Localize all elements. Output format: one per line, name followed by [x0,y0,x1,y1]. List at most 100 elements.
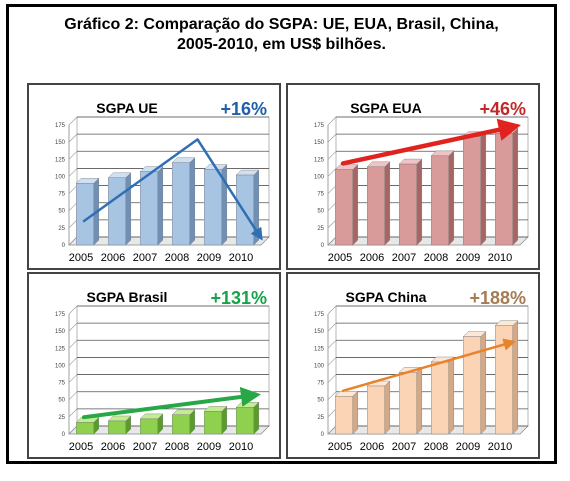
x-tick-label: 2010 [488,252,512,264]
y-tick-label: 75 [58,192,65,198]
x-tick-label: 2008 [424,252,448,264]
y-tick-label: 50 [317,398,324,404]
grid-diag [327,357,337,366]
y-tick-label: 75 [317,381,324,387]
x-tick-label: 2005 [328,441,352,453]
change-label: +131% [210,288,267,308]
grid-diag [68,408,78,418]
x-tick-label: 2007 [392,252,416,264]
bar-2009 [203,164,228,246]
x-tick-label: 2009 [456,441,480,453]
bar-2008 [430,356,455,435]
trend-arrow [82,138,263,241]
grid-diag [68,322,78,332]
chart-panel-china: 0 25 50 75 100 125 150 175 2005 2006 2007 2008 2009 2… [286,272,540,459]
grid-diag [327,374,337,383]
y-tick-label: 150 [314,329,325,335]
grid-diag [68,357,78,366]
figure-frame: Gráfico 2: Comparação do SGPA: UE, EUA, … [6,4,557,464]
change-label: +16% [220,99,267,119]
grid-diag [327,185,337,194]
bar-2010 [235,401,260,435]
y-tick-label: 50 [58,398,65,404]
y-tick-label: 75 [58,381,65,387]
grid-diag [327,133,337,143]
change-label: +188% [469,288,526,308]
y-tick-label: 0 [62,432,66,438]
grid-diag [327,151,337,160]
bar-2010 [494,320,519,435]
trend-arrow [82,386,261,420]
x-tick-label: 2005 [328,252,352,264]
bar-2006 [107,172,132,246]
y-tick-label: 125 [55,346,66,352]
y-tick-label: 125 [314,346,325,352]
grid-diag [68,236,78,246]
x-tick-label: 2007 [133,252,157,264]
figure-title-line1: Gráfico 2: Comparação do SGPA: UE, EUA, … [64,16,499,33]
y-tick-label: 25 [317,226,324,232]
chart-panel-eua: 0 25 50 75 100 125 150 175 2005 2006 2007 2008 2009 2… [286,83,540,270]
y-tick-label: 175 [314,123,325,129]
grid-diag [68,340,78,349]
grid-diag [327,168,337,177]
grid-diag [68,425,78,435]
y-tick-label: 100 [314,363,325,369]
figure-title: Gráfico 2: Comparação do SGPA: UE, EUA, … [9,15,554,55]
y-tick-label: 125 [314,157,325,163]
chart-title: SGPA China [346,289,427,305]
y-tick-label: 150 [55,140,66,146]
y-tick-label: 0 [321,432,325,438]
grid-diag [68,391,78,400]
bar-2010 [235,169,260,246]
x-tick-label: 2010 [488,441,512,453]
grid-diag [68,185,78,194]
x-tick-label: 2009 [197,252,221,264]
grid-diag [327,236,337,246]
grid-diag [68,151,78,160]
x-tick-label: 2006 [101,252,125,264]
y-tick-label: 25 [58,226,65,232]
bar-2006 [366,380,391,435]
chart-brasil: 0 25 50 75 100 125 150 175 2005 2006 2007 2008 2009 2… [55,288,270,453]
x-tick-label: 2009 [456,252,480,264]
trend-arrow [341,338,517,393]
bar-2008 [171,409,196,435]
trend-arrow [340,118,521,166]
x-tick-label: 2005 [69,252,93,264]
grid-diag [327,425,337,435]
bar-2006 [107,415,132,435]
y-tick-label: 100 [55,363,66,369]
chart-panel-brasil: 0 25 50 75 100 125 150 175 2005 2006 2007 2008 2009 2… [27,272,281,459]
y-tick-label: 0 [62,243,66,249]
bar-2007 [139,413,164,435]
y-tick-label: 50 [58,209,65,215]
bar-2007 [398,158,423,246]
x-tick-label: 2005 [69,441,93,453]
chart-ue: 0 25 50 75 100 125 150 175 2005 2006 2007 2008 2009 2… [55,99,270,264]
grid-diag [327,219,337,229]
bar-2006 [366,161,391,246]
y-tick-label: 0 [321,243,325,249]
bar-2009 [203,405,228,435]
grid-diag [68,133,78,143]
bar-2009 [462,131,487,246]
grid-diag [68,202,78,211]
grid-diag [327,408,337,418]
bar-2005 [334,164,359,246]
x-tick-label: 2008 [165,252,189,264]
change-label: +46% [479,99,526,119]
bar-2008 [171,157,196,246]
y-tick-label: 50 [317,209,324,215]
bar-2005 [75,416,100,435]
chart-panel-ue: 0 25 50 75 100 125 150 175 2005 2006 2007 2008 2009 2… [27,83,281,270]
y-tick-label: 100 [314,174,325,180]
y-tick-label: 100 [55,174,66,180]
x-tick-label: 2008 [424,441,448,453]
grid-diag [327,305,337,315]
grid-diag [327,340,337,349]
grid-diag [68,168,78,177]
grid-diag [327,116,337,126]
x-tick-label: 2007 [133,441,157,453]
y-tick-label: 175 [314,312,325,318]
